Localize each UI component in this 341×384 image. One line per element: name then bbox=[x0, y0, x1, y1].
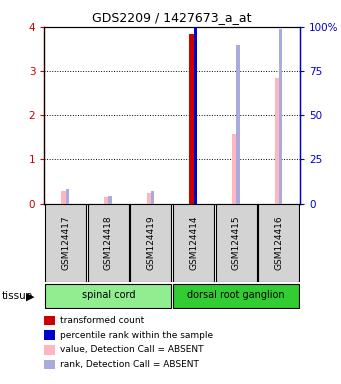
Bar bbox=[173, 204, 214, 282]
Bar bbox=[104, 197, 109, 204]
Bar bbox=[61, 191, 66, 204]
Text: ▶: ▶ bbox=[26, 291, 34, 301]
Title: GDS2209 / 1427673_a_at: GDS2209 / 1427673_a_at bbox=[92, 11, 252, 24]
Text: value, Detection Call = ABSENT: value, Detection Call = ABSENT bbox=[60, 345, 204, 354]
Bar bbox=[151, 191, 154, 204]
Text: GSM124418: GSM124418 bbox=[104, 215, 113, 270]
Bar bbox=[108, 197, 112, 204]
Text: tissue: tissue bbox=[2, 291, 33, 301]
Bar bbox=[232, 134, 237, 204]
Text: spinal cord: spinal cord bbox=[81, 290, 135, 300]
Bar bbox=[258, 204, 299, 282]
Bar bbox=[236, 45, 239, 204]
Bar bbox=[279, 29, 282, 204]
Bar bbox=[45, 283, 171, 308]
Bar bbox=[130, 204, 172, 282]
Bar bbox=[275, 78, 280, 204]
Bar bbox=[88, 204, 129, 282]
Text: GSM124417: GSM124417 bbox=[61, 215, 70, 270]
Bar bbox=[173, 283, 299, 308]
Bar bbox=[216, 204, 257, 282]
Text: GSM124415: GSM124415 bbox=[232, 215, 241, 270]
Text: GSM124419: GSM124419 bbox=[146, 215, 155, 270]
Text: percentile rank within the sample: percentile rank within the sample bbox=[60, 331, 213, 340]
Text: GSM124416: GSM124416 bbox=[274, 215, 283, 270]
Bar bbox=[147, 193, 152, 204]
Bar bbox=[189, 33, 194, 204]
Text: rank, Detection Call = ABSENT: rank, Detection Call = ABSENT bbox=[60, 360, 199, 369]
Bar bbox=[65, 189, 69, 204]
Text: dorsal root ganglion: dorsal root ganglion bbox=[187, 290, 285, 300]
Text: transformed count: transformed count bbox=[60, 316, 145, 325]
Bar bbox=[194, 27, 197, 204]
Bar bbox=[45, 204, 86, 282]
Text: GSM124414: GSM124414 bbox=[189, 216, 198, 270]
